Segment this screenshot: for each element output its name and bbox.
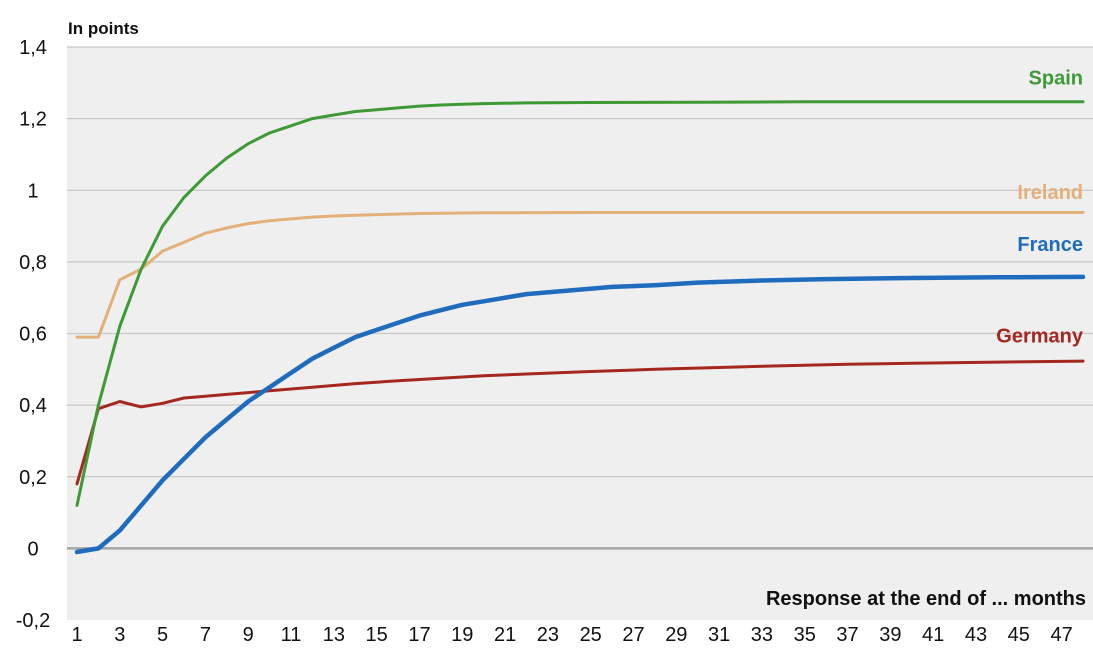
series-line-ireland — [75, 211, 1085, 339]
x-tick-label: 9 — [243, 624, 254, 646]
x-tick-label: 45 — [1008, 624, 1030, 646]
x-tick-label: 39 — [879, 624, 901, 646]
x-tick-label: 33 — [751, 624, 773, 646]
x-tick-label: 37 — [836, 624, 858, 646]
x-tick-label: 41 — [922, 624, 944, 646]
x-tick-label: 31 — [708, 624, 730, 646]
y-tick-label: 1,4 — [19, 37, 47, 59]
x-tick-label: 19 — [451, 624, 473, 646]
series-line-france — [74, 274, 1086, 555]
x-tick-label: 15 — [366, 624, 388, 646]
y-tick-label: 0,4 — [19, 395, 47, 417]
x-tick-label: 7 — [200, 624, 211, 646]
x-tick-label: 29 — [665, 624, 687, 646]
x-tick-label: 1 — [71, 624, 82, 646]
x-tick-label: 21 — [494, 624, 516, 646]
x-tick-label: 47 — [1050, 624, 1072, 646]
y-axis-unit-label: In points — [68, 19, 139, 38]
series-label-france: France — [1017, 234, 1083, 256]
x-tick-label: 43 — [965, 624, 987, 646]
x-tick-label: 17 — [408, 624, 430, 646]
series-line-spain — [75, 100, 1085, 507]
y-tick-label: 0,2 — [19, 467, 47, 489]
series-label-spain: Spain — [1029, 68, 1083, 90]
series-label-ireland: Ireland — [1017, 182, 1083, 204]
x-axis-title: Response at the end of ... months — [766, 588, 1086, 610]
series-labels: Spain Ireland France Germany — [996, 68, 1084, 348]
x-tick-label: 13 — [323, 624, 345, 646]
series-lines — [74, 100, 1086, 555]
x-tick-label: 25 — [580, 624, 602, 646]
x-tick-label: 23 — [537, 624, 559, 646]
y-tick-label: 1,2 — [19, 109, 47, 131]
x-axis-tick-labels: 1 3 5 7 9 11 13 15 17 19 21 23 25 27 29 31 33 35 37 39 41 43 4… — [71, 624, 1072, 646]
y-tick-label: -0,2 — [16, 610, 50, 632]
series-label-germany: Germany — [996, 325, 1084, 347]
y-tick-label: 0,6 — [19, 324, 47, 346]
x-tick-label: 3 — [114, 624, 125, 646]
horizontal-gridlines — [67, 46, 1093, 550]
x-tick-label: 27 — [622, 624, 644, 646]
y-tick-label: 0 — [27, 538, 38, 560]
y-tick-label: 1 — [27, 180, 38, 202]
y-axis-tick-labels: -0,2 0 0,2 0,4 0,6 0,8 1 1,2 1,4 — [16, 37, 50, 632]
x-tick-label: 11 — [281, 624, 302, 646]
y-tick-label: 0,8 — [19, 252, 47, 274]
series-line-germany — [75, 359, 1085, 486]
x-tick-label: 35 — [794, 624, 816, 646]
x-tick-label: 5 — [157, 624, 168, 646]
